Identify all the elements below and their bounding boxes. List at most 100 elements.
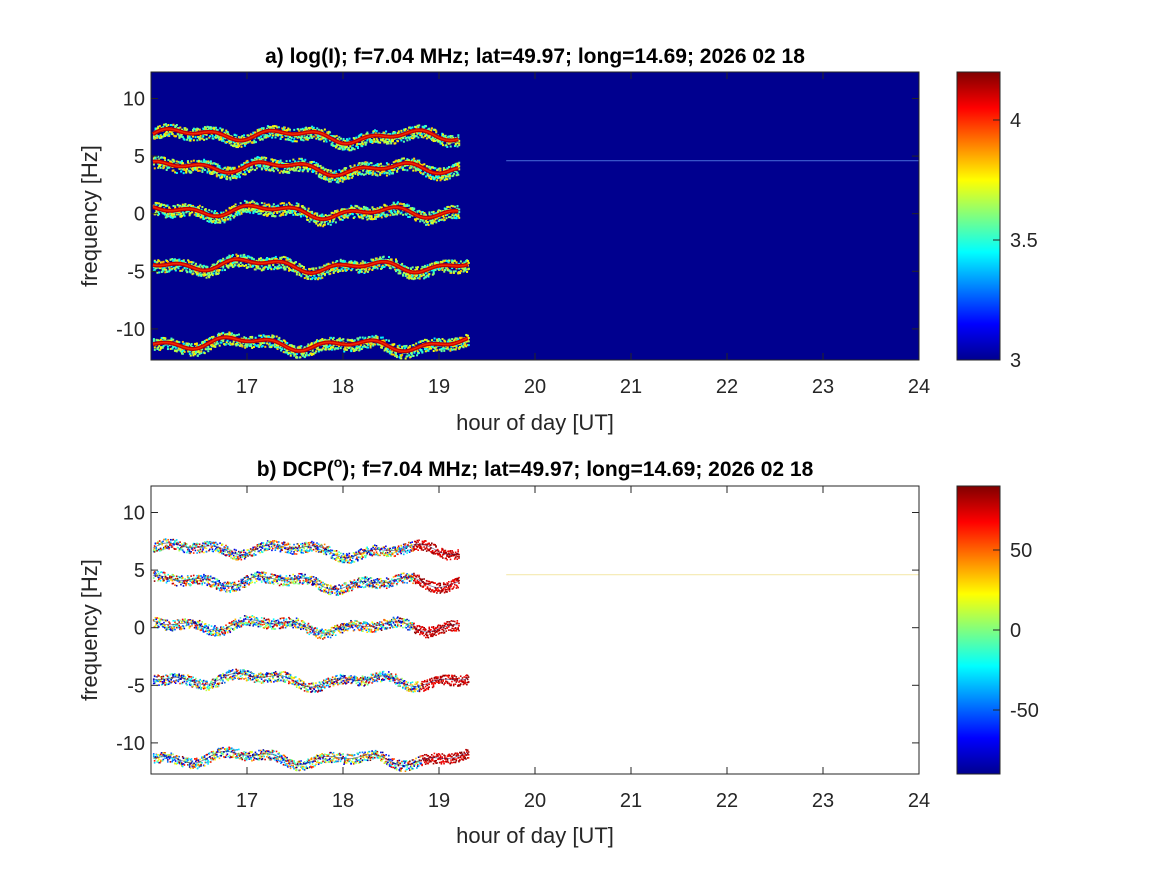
trace-halo-point bbox=[430, 262, 433, 265]
trace-halo-point bbox=[266, 127, 269, 130]
trace-halo-point bbox=[458, 161, 461, 164]
trace-halo-point bbox=[273, 206, 276, 209]
trace-halo-point bbox=[230, 207, 233, 210]
trace-halo-point bbox=[416, 210, 419, 213]
trace-halo-point bbox=[226, 141, 229, 144]
trace-halo-point bbox=[432, 210, 435, 213]
trace-halo-point bbox=[453, 214, 456, 217]
trace-halo-point bbox=[434, 139, 437, 142]
trace-halo-point bbox=[281, 263, 284, 266]
trace-halo-point bbox=[273, 125, 276, 128]
trace-halo-point bbox=[213, 269, 216, 272]
trace-halo-point bbox=[249, 133, 252, 136]
trace-halo-point bbox=[365, 170, 368, 173]
trace-halo-point bbox=[230, 264, 233, 267]
trace-halo-point bbox=[169, 216, 172, 219]
trace-halo-point bbox=[213, 128, 216, 131]
trace-halo-point bbox=[376, 162, 379, 165]
trace-halo-point bbox=[340, 176, 343, 179]
trace-halo-point bbox=[439, 169, 442, 172]
trace-halo-point bbox=[165, 268, 168, 271]
trace-halo-point bbox=[414, 126, 417, 129]
trace-halo-point bbox=[247, 202, 250, 205]
trace-halo-point bbox=[340, 215, 343, 218]
trace-halo-point bbox=[214, 134, 217, 137]
trace-halo-point bbox=[447, 166, 450, 169]
trace-halo-point bbox=[310, 134, 313, 137]
trace-halo-point bbox=[196, 354, 199, 357]
trace-halo-point bbox=[266, 167, 269, 170]
trace-halo-point bbox=[295, 205, 298, 208]
trace-halo-point bbox=[287, 134, 290, 137]
trace-halo-point bbox=[288, 167, 291, 170]
trace-halo-point bbox=[381, 139, 384, 142]
trace-halo-point bbox=[410, 166, 413, 169]
trace-halo-point bbox=[331, 221, 334, 224]
trace-halo-point bbox=[362, 205, 365, 208]
trace-halo-point bbox=[428, 213, 431, 216]
trace-halo-point bbox=[195, 342, 198, 345]
trace-halo-point bbox=[325, 177, 328, 180]
trace-halo-point bbox=[164, 338, 167, 341]
trace-halo-point bbox=[358, 172, 361, 175]
trace-halo-point bbox=[180, 167, 183, 170]
trace-halo-point bbox=[408, 204, 411, 207]
trace-halo-point bbox=[271, 134, 274, 137]
trace-halo-point bbox=[305, 351, 308, 354]
trace-halo-point bbox=[208, 276, 211, 279]
trace-halo-point bbox=[432, 271, 435, 274]
trace-halo-point bbox=[226, 178, 229, 181]
trace-halo-point bbox=[176, 340, 179, 343]
trace-halo-point bbox=[381, 212, 384, 215]
trace-halo-point bbox=[330, 336, 333, 339]
trace-halo-point bbox=[251, 346, 254, 349]
trace-halo-point bbox=[432, 212, 435, 215]
trace-halo-point bbox=[261, 210, 264, 213]
trace-halo-point bbox=[252, 265, 255, 268]
trace-halo-point bbox=[209, 218, 212, 221]
trace-halo-point bbox=[197, 128, 200, 131]
trace-halo-point bbox=[197, 169, 200, 172]
trace-halo-point bbox=[226, 256, 229, 259]
trace-halo-point bbox=[276, 348, 279, 351]
trace-halo-point bbox=[445, 217, 448, 220]
trace-halo-point bbox=[417, 217, 420, 220]
trace-halo-point bbox=[201, 137, 204, 140]
trace-halo-point bbox=[160, 203, 163, 206]
trace-halo-point bbox=[281, 202, 284, 205]
trace-halo-point bbox=[344, 346, 347, 349]
trace-halo-point bbox=[174, 269, 177, 272]
trace-halo-point bbox=[355, 145, 358, 148]
trace-halo-point bbox=[330, 348, 333, 351]
trace-halo-point bbox=[337, 143, 340, 146]
trace-halo-point bbox=[237, 173, 240, 176]
trace-halo-point bbox=[293, 128, 296, 131]
trace-halo-point bbox=[243, 336, 246, 339]
trace-halo-point bbox=[314, 129, 317, 132]
trace-halo-point bbox=[321, 213, 324, 216]
trace-halo-point bbox=[435, 130, 438, 133]
trace-band bbox=[152, 253, 470, 281]
trace-halo-point bbox=[163, 211, 166, 214]
trace-halo-point bbox=[268, 132, 271, 135]
trace-halo-point bbox=[215, 273, 218, 276]
trace-halo-point bbox=[228, 142, 231, 145]
trace-band bbox=[152, 199, 461, 228]
trace-halo-point bbox=[325, 219, 328, 222]
trace-halo-point bbox=[327, 263, 330, 266]
trace-halo-point bbox=[390, 208, 393, 211]
trace-halo-point bbox=[155, 203, 158, 206]
trace-halo-point bbox=[288, 138, 291, 141]
trace-halo-point bbox=[334, 135, 337, 138]
trace-halo-point bbox=[221, 168, 224, 171]
trace-halo-point bbox=[182, 172, 185, 175]
trace-halo-point bbox=[282, 211, 285, 214]
trace-halo-point bbox=[331, 269, 334, 272]
trace-halo-point bbox=[344, 260, 347, 263]
trace-halo-point bbox=[455, 215, 458, 218]
trace-halo-point bbox=[271, 125, 274, 128]
trace-halo-point bbox=[158, 202, 161, 205]
trace-halo-point bbox=[436, 175, 439, 178]
trace-halo-point bbox=[447, 135, 450, 138]
trace-halo-point bbox=[227, 266, 230, 269]
